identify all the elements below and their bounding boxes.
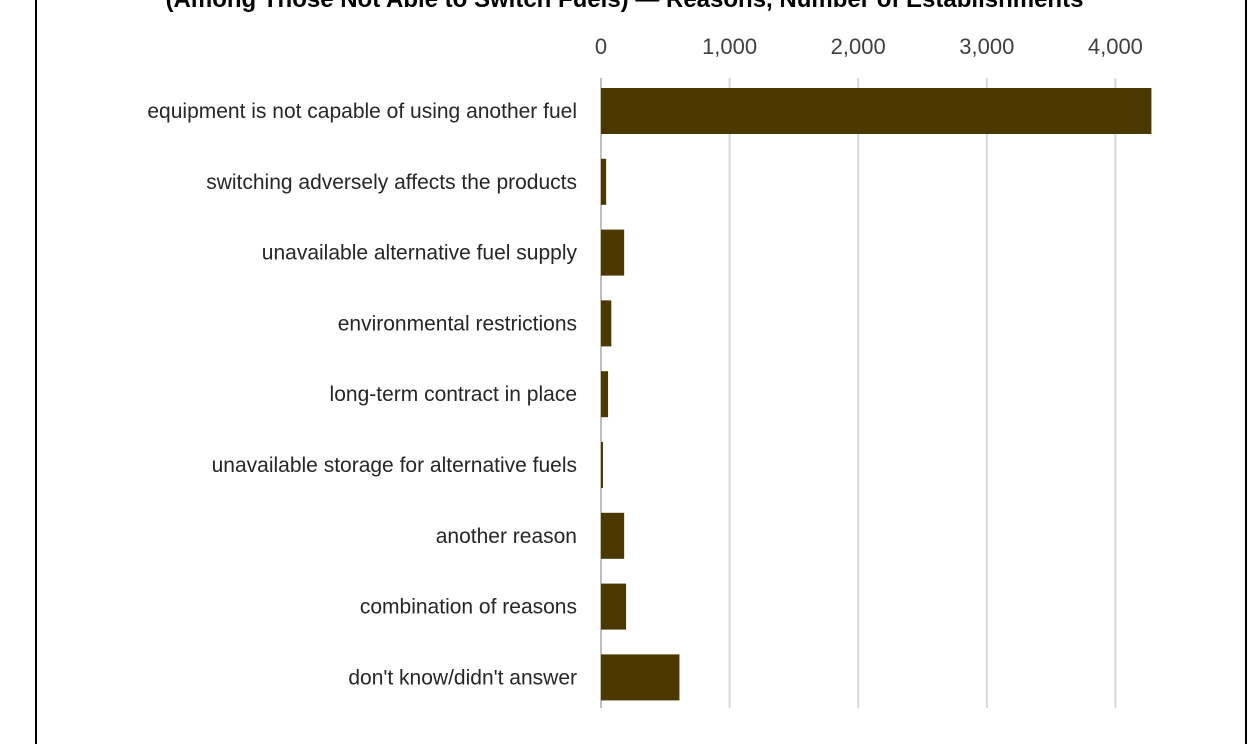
gridlines	[600, 78, 1117, 708]
category-label: switching adversely affects the products	[206, 171, 577, 194]
bar	[601, 88, 1152, 134]
category-label: combination of reasons	[360, 596, 577, 619]
chart-frame	[35, 0, 1247, 744]
category-label: equipment is not capable of using anothe…	[147, 100, 577, 123]
bar	[601, 442, 603, 488]
category-label: long-term contract in place	[330, 383, 577, 406]
bar	[601, 654, 680, 701]
x-tick-label: 2,000	[831, 34, 886, 59]
category-label: unavailable alternative fuel supply	[262, 242, 578, 265]
bar	[601, 229, 625, 276]
bar	[601, 371, 609, 418]
x-tick-label: 0	[595, 34, 607, 59]
bars	[601, 88, 1152, 701]
x-axis-ticks: 0 1,000 2,000 3,000 4,000	[595, 34, 1143, 59]
category-label: unavailable storage for alternative fuel…	[212, 454, 577, 477]
clipped-chart-title: (Among Those Not Able to Switch Fuels) —…	[0, 0, 1249, 14]
category-label: don't know/didn't answer	[348, 666, 577, 689]
x-tick-label: 1,000	[702, 34, 757, 59]
x-tick-label: 3,000	[959, 34, 1014, 59]
bar	[601, 300, 612, 347]
bar	[601, 512, 625, 559]
category-labels: equipment is not capable of using anothe…	[147, 100, 577, 689]
x-tick-label: 4,000	[1088, 34, 1143, 59]
bar	[601, 583, 627, 630]
bar	[601, 158, 607, 205]
category-label: environmental restrictions	[338, 312, 577, 335]
category-label: another reason	[436, 525, 577, 548]
